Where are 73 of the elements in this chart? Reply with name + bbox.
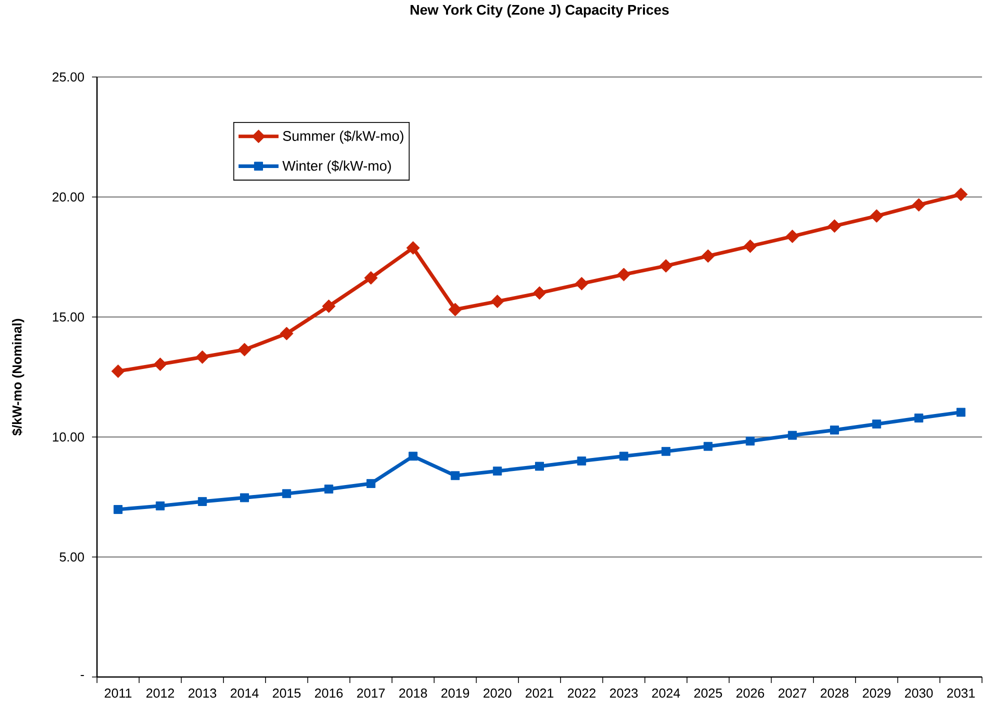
x-tick-label: 2027: [778, 688, 806, 698]
y-tick-label: 10.00: [52, 432, 84, 442]
x-tick-label: 2030: [904, 688, 933, 698]
x-tick-label: 2023: [610, 688, 638, 698]
x-tick-label: 2012: [146, 688, 174, 698]
point: [450, 471, 460, 480]
point: [198, 497, 207, 506]
point: [324, 484, 334, 494]
point: [490, 294, 504, 308]
y-tick-label: -: [80, 675, 84, 676]
point: [577, 456, 586, 466]
legend-label: Winter ($/kW-mo): [282, 160, 391, 174]
point: [872, 420, 882, 428]
point: [704, 442, 713, 451]
point: [954, 188, 968, 202]
point: [619, 452, 628, 461]
point: [659, 259, 673, 273]
point: [956, 408, 966, 417]
point: [532, 286, 546, 300]
x-tick-label: 2017: [357, 688, 385, 698]
point: [238, 342, 252, 356]
x-tick-label: 2015: [272, 688, 301, 698]
x-tick-label: 2026: [736, 688, 764, 698]
x-tick-label: 2029: [862, 688, 890, 698]
point: [156, 501, 165, 510]
x-tick-label: 2013: [188, 688, 216, 698]
x-tick-label: 2021: [526, 688, 554, 698]
point: [366, 479, 376, 488]
point: [914, 414, 924, 422]
point: [743, 239, 757, 253]
x-tick-label: 2028: [820, 688, 848, 698]
point: [574, 276, 588, 290]
point: [661, 446, 670, 456]
point: [830, 426, 839, 434]
point: [153, 358, 167, 372]
x-tick-label: 2031: [947, 688, 975, 698]
point: [282, 489, 292, 498]
point: [111, 364, 125, 378]
y-tick-label: 5.00: [60, 552, 84, 562]
point: [406, 241, 420, 255]
x-tick-label: 2022: [568, 688, 596, 698]
chart-title: New York City (Zone J) Capacity Prices: [410, 4, 669, 18]
x-tick-label: 2016: [314, 688, 343, 698]
point: [448, 302, 462, 316]
point: [828, 219, 842, 233]
x-tick-label: 2020: [484, 688, 512, 698]
x-tick-label: 2024: [652, 688, 680, 698]
y-tick-label: 15.00: [52, 312, 84, 322]
legend-label: Summer ($/kW-mo): [282, 130, 404, 144]
point: [535, 462, 544, 471]
x-tick-label: 2018: [399, 688, 427, 698]
point: [912, 198, 926, 212]
point: [114, 505, 123, 514]
point: [280, 326, 294, 340]
point: [746, 436, 755, 446]
point: [322, 299, 336, 313]
y-axis-title: $/kW-mo (Nominal): [12, 318, 24, 436]
point: [786, 230, 800, 244]
x-tick-label: 2019: [441, 688, 470, 698]
point: [408, 452, 418, 461]
x-tick-label: 2025: [694, 688, 722, 698]
y-tick-label: 25.00: [52, 72, 84, 82]
point: [196, 350, 210, 364]
x-tick-label: 2014: [230, 688, 259, 698]
point: [617, 268, 631, 282]
point: [701, 249, 715, 263]
point: [364, 271, 378, 285]
point: [240, 493, 249, 502]
point: [788, 430, 797, 440]
y-tick-label: 20.00: [52, 192, 84, 202]
point: [492, 466, 502, 476]
x-tick-label: 2011: [104, 688, 132, 698]
point: [870, 209, 884, 223]
